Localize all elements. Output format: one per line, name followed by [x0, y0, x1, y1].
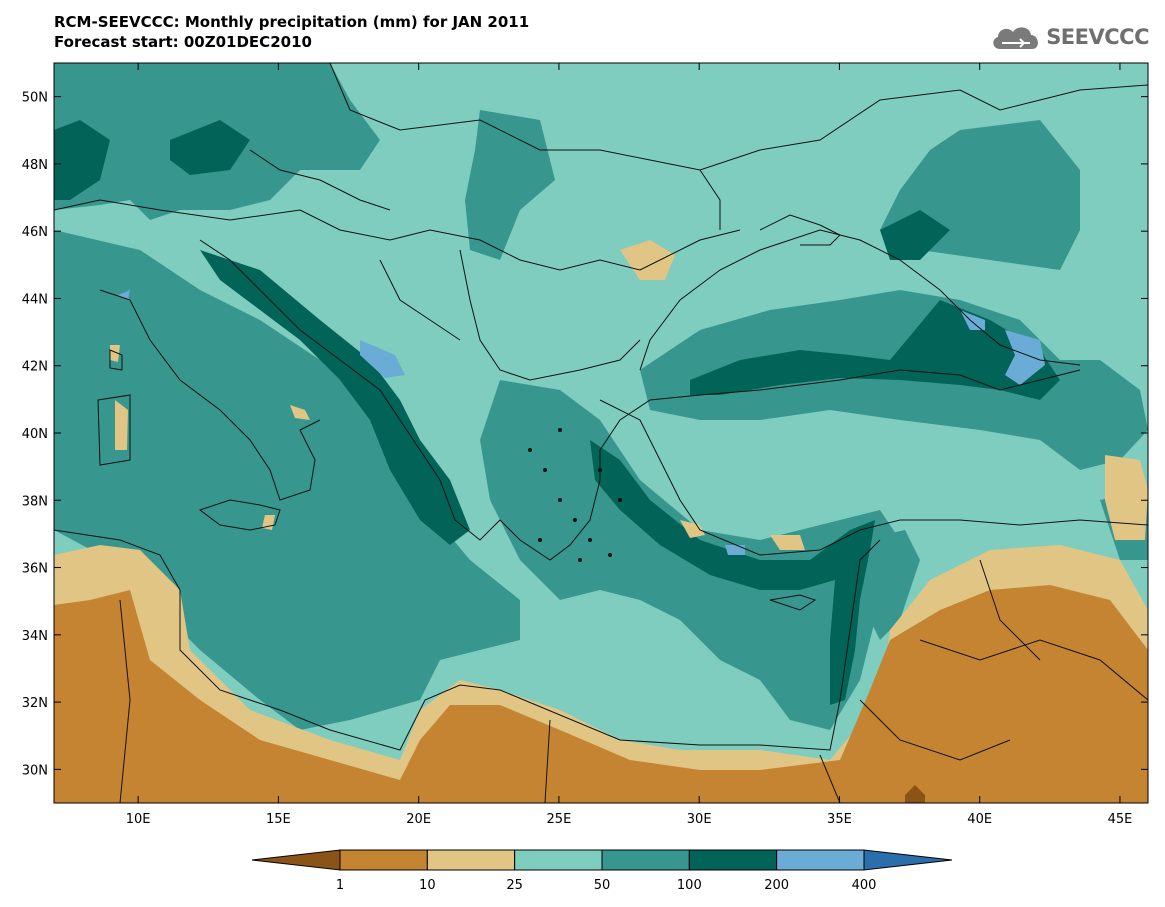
lat-tick-label: 30N [22, 763, 48, 778]
cloud-icon [993, 27, 1039, 49]
colorbar-label: 50 [594, 878, 611, 893]
lat-tick-label: 32N [22, 696, 48, 711]
colorbar-min-extend [251, 849, 341, 871]
colorbar-box [426, 849, 516, 871]
precipitation-colorbar: 1 10 25 50 100 200 400 [251, 849, 953, 893]
lat-tick-label: 44N [22, 292, 48, 307]
colorbar-box [688, 849, 778, 871]
lat-tick-label: 48N [22, 158, 48, 173]
lon-tick-label: 10E [126, 812, 151, 827]
colorbar-box [776, 849, 865, 871]
seevccc-logo: SEEVCCC [990, 22, 1149, 52]
lon-tick-label: 20E [406, 812, 431, 827]
lat-tick-label: 42N [22, 360, 48, 375]
field-1-10 [54, 585, 1148, 803]
lon-tick-label: 15E [266, 812, 291, 827]
colorbar-label: 200 [764, 878, 789, 893]
forecast-start: Forecast start: 00Z01DEC2010 [54, 33, 312, 51]
lon-tick-label: 30E [687, 812, 712, 827]
logo-text: SEEVCCC [1046, 25, 1149, 49]
colorbar-max-extend [863, 849, 953, 871]
precipitation-field [54, 63, 1148, 803]
colorbar-box [339, 849, 428, 871]
lat-tick-label: 50N [22, 91, 48, 106]
colorbar-box [514, 849, 603, 871]
longitude-axis: 10E 15E 20E 25E 30E 35E 40E 45E [126, 63, 1133, 827]
field-200-400 [118, 290, 1045, 555]
aegean-islands [528, 428, 622, 562]
latitude-axis: 30N 32N 34N 36N 38N 40N 42N 44N 46N 48N 50N [22, 91, 1148, 778]
lat-tick-label: 38N [22, 494, 48, 509]
lon-tick-label: 35E [827, 812, 852, 827]
field-below-1 [905, 785, 925, 803]
map-title-block: RCM-SEEVCCC: Monthly precipitation (mm) … [54, 12, 529, 52]
colorbar-box [601, 849, 690, 871]
colorbar-label: 100 [677, 878, 702, 893]
lat-tick-label: 46N [22, 225, 48, 240]
colorbar-label: 400 [852, 878, 877, 893]
lon-tick-label: 40E [967, 812, 992, 827]
lon-tick-label: 45E [1108, 812, 1133, 827]
coastlines-borders [54, 63, 1148, 803]
lat-tick-label: 34N [22, 629, 48, 644]
lat-tick-label: 40N [22, 427, 48, 442]
map-title: RCM-SEEVCCC: Monthly precipitation (mm) … [54, 13, 530, 31]
field-100-200 [54, 120, 1060, 705]
colorbar-label: 1 [336, 878, 344, 893]
colorbar-label: 10 [419, 878, 436, 893]
colorbar-label: 25 [506, 878, 523, 893]
lon-tick-label: 25E [547, 812, 572, 827]
lat-tick-label: 36N [22, 562, 48, 577]
